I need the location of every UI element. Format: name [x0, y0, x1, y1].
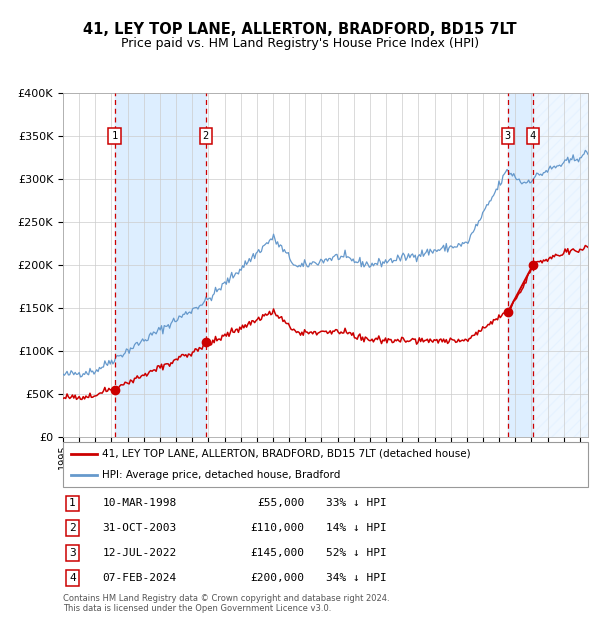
Text: 41, LEY TOP LANE, ALLERTON, BRADFORD, BD15 7LT (detached house): 41, LEY TOP LANE, ALLERTON, BRADFORD, BD…	[103, 449, 471, 459]
Text: £200,000: £200,000	[251, 573, 305, 583]
Text: 12-JUL-2022: 12-JUL-2022	[103, 548, 176, 558]
Text: 33% ↓ HPI: 33% ↓ HPI	[325, 498, 386, 508]
Text: 1: 1	[69, 498, 76, 508]
Text: 07-FEB-2024: 07-FEB-2024	[103, 573, 176, 583]
Bar	[115, 93, 206, 437]
Text: £110,000: £110,000	[251, 523, 305, 533]
Text: £145,000: £145,000	[251, 548, 305, 558]
FancyBboxPatch shape	[63, 442, 588, 487]
Text: Price paid vs. HM Land Registry's House Price Index (HPI): Price paid vs. HM Land Registry's House …	[121, 37, 479, 50]
Text: £55,000: £55,000	[257, 498, 305, 508]
Text: 3: 3	[505, 131, 511, 141]
Text: 4: 4	[69, 573, 76, 583]
Text: 10-MAR-1998: 10-MAR-1998	[103, 498, 176, 508]
Text: 2: 2	[69, 523, 76, 533]
Bar	[508, 93, 533, 437]
Text: 34% ↓ HPI: 34% ↓ HPI	[325, 573, 386, 583]
Bar	[533, 93, 588, 437]
Text: 3: 3	[69, 548, 76, 558]
Text: 1: 1	[112, 131, 118, 141]
Text: 14% ↓ HPI: 14% ↓ HPI	[325, 523, 386, 533]
Text: 31-OCT-2003: 31-OCT-2003	[103, 523, 176, 533]
Text: 2: 2	[203, 131, 209, 141]
Text: 41, LEY TOP LANE, ALLERTON, BRADFORD, BD15 7LT: 41, LEY TOP LANE, ALLERTON, BRADFORD, BD…	[83, 22, 517, 37]
Text: HPI: Average price, detached house, Bradford: HPI: Average price, detached house, Brad…	[103, 470, 341, 480]
Text: 4: 4	[530, 131, 536, 141]
Text: Contains HM Land Registry data © Crown copyright and database right 2024.
This d: Contains HM Land Registry data © Crown c…	[63, 594, 389, 613]
Text: 52% ↓ HPI: 52% ↓ HPI	[325, 548, 386, 558]
